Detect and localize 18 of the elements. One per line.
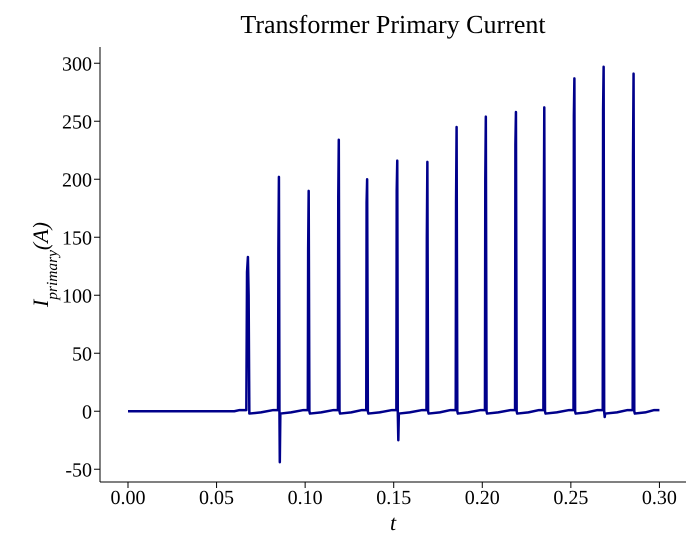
x-tick-label: 0.30 [642, 487, 677, 510]
x-tick-label: 0.20 [464, 487, 500, 510]
y-tick-label: 150 [62, 227, 92, 250]
chart-title: Transformer Primary Current [239, 9, 547, 41]
x-tick-label: 0.15 [376, 487, 412, 510]
y-tick-label: 0 [82, 401, 92, 424]
y-tick-label: 200 [62, 169, 92, 192]
x-tick-label: 0.00 [110, 487, 146, 510]
x-tick-label: 0.10 [288, 487, 323, 510]
x-tick-label: 0.05 [199, 487, 234, 510]
y-tick-label: 100 [62, 285, 92, 308]
y-tick-label: 250 [62, 111, 92, 134]
y-tick-label: -50 [65, 459, 92, 482]
x-tick-label: 0.25 [553, 487, 588, 510]
y-tick-label: 50 [72, 343, 92, 366]
y-tick-label: 300 [62, 53, 92, 76]
x-axis-title: t [390, 510, 397, 534]
line-series [126, 65, 661, 464]
